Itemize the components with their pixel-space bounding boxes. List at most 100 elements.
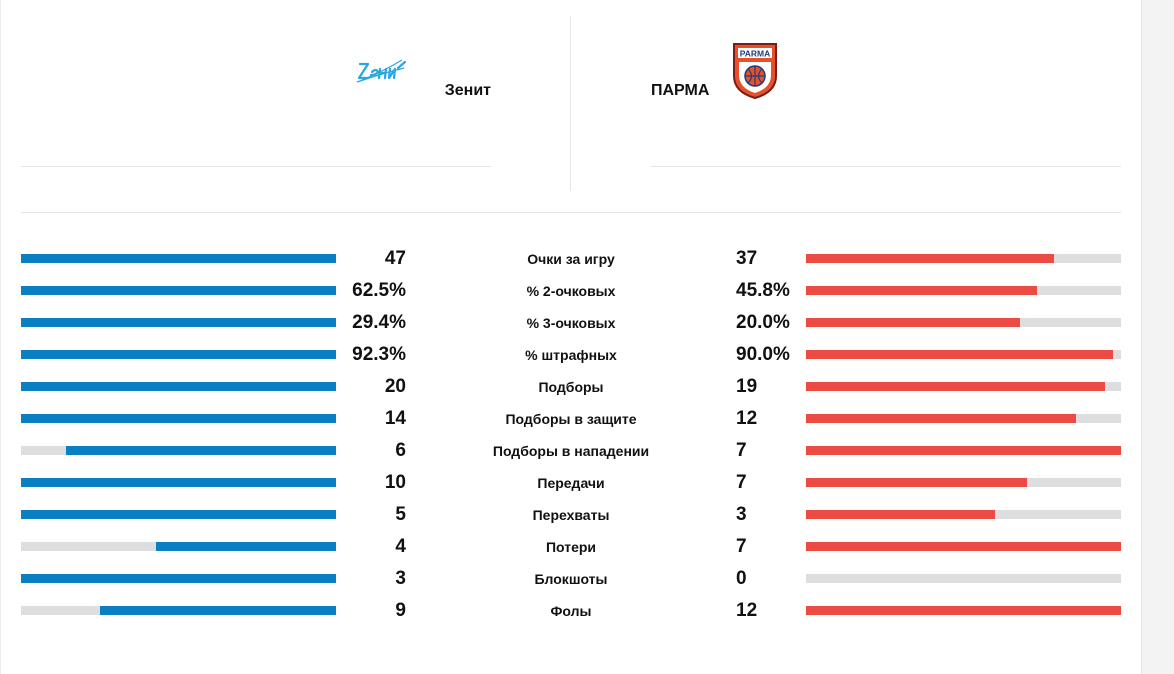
away-header-rule — [651, 166, 1121, 167]
away-stat-bar-fill — [806, 382, 1106, 391]
stat-row: 14 Подборы в защите 12 — [0, 403, 1141, 435]
home-stat-bar — [21, 574, 336, 583]
svg-text:PARMA: PARMA — [740, 49, 771, 59]
stat-label: Подборы в нападении — [492, 443, 650, 459]
home-stat-value: 5 — [395, 504, 406, 525]
stat-label: Подборы — [538, 379, 604, 395]
stat-row: 47 Очки за игру 37 — [0, 243, 1141, 275]
away-stat-value: 45.8% — [736, 280, 790, 301]
stat-row: 10 Передачи 7 — [0, 467, 1141, 499]
away-stat-bar — [806, 606, 1121, 615]
home-stat-bar — [21, 414, 336, 423]
home-stat-bar — [21, 254, 336, 263]
away-stat-bar — [806, 542, 1121, 551]
home-stat-value: 47 — [384, 248, 406, 269]
home-stat-bar-fill — [21, 318, 336, 327]
away-stat-bar-fill — [806, 446, 1121, 455]
stat-label: Фолы — [550, 603, 592, 619]
left-border — [0, 0, 1, 674]
away-stat-bar-fill — [806, 542, 1121, 551]
away-stat-value: 37 — [736, 248, 758, 269]
stat-row: 6 Подборы в нападении 7 — [0, 435, 1141, 467]
away-stat-value: 7 — [736, 472, 747, 493]
away-stat-value: 19 — [736, 376, 758, 397]
stat-label: Потери — [545, 539, 597, 555]
home-stat-value: 6 — [395, 440, 406, 461]
home-team-name: Зенит — [444, 82, 491, 99]
away-stat-value: 90.0% — [736, 344, 790, 365]
stat-row: 9 Фолы 12 — [0, 595, 1141, 627]
home-stat-value: 10 — [384, 472, 406, 493]
stats-list: 47 Очки за игру 37 62.5%% 2-очковых 45.8% 29.… — [0, 243, 1141, 627]
home-stat-bar — [21, 382, 336, 391]
home-stat-bar-fill — [21, 382, 336, 391]
home-stat-value: 4 — [395, 536, 406, 557]
stat-row: 3 Блокшоты 0 — [0, 563, 1141, 595]
parma-logo-icon: PARMA — [732, 42, 778, 100]
home-stat-value: 20 — [384, 376, 406, 397]
home-stat-bar — [21, 606, 336, 615]
home-stat-value: 92.3% — [352, 344, 406, 365]
away-stat-bar-fill — [806, 286, 1037, 295]
home-stat-bar-fill — [21, 574, 336, 583]
away-stat-bar-fill — [806, 350, 1114, 359]
away-stat-bar — [806, 318, 1121, 327]
away-stat-value: 3 — [736, 504, 747, 525]
home-stat-value: 29.4% — [352, 312, 406, 333]
home-stat-bar — [21, 350, 336, 359]
stat-row: 29.4% % 3-очковых 20.0% — [0, 307, 1141, 339]
stat-label: Перехваты — [532, 507, 610, 523]
stat-row: 5 Перехваты 3 — [0, 499, 1141, 531]
home-stat-bar — [21, 542, 336, 551]
stat-label: Очки за игру — [527, 251, 615, 267]
away-stat-bar — [806, 446, 1121, 455]
home-stat-bar-fill — [66, 446, 336, 455]
away-stat-bar-fill — [806, 414, 1076, 423]
stat-row: 20 Подборы 19 — [0, 371, 1141, 403]
home-stat-bar-fill — [21, 414, 336, 423]
home-stat-bar — [21, 510, 336, 519]
home-stat-bar-fill — [99, 606, 336, 615]
home-stat-bar-fill — [21, 350, 336, 359]
away-stat-value: 12 — [736, 408, 758, 429]
stat-label: % 3-очковых — [526, 315, 616, 331]
away-stat-bar — [806, 350, 1121, 359]
away-stat-bar — [806, 478, 1121, 487]
home-stat-value: 9 — [395, 600, 406, 621]
home-stat-bar-fill — [156, 542, 336, 551]
zenit-logo-icon — [354, 56, 407, 86]
away-stat-value: 7 — [736, 440, 747, 461]
stat-label: Подборы в защите — [505, 411, 637, 427]
stat-label: % 2-очковых — [526, 283, 616, 299]
away-stat-bar-fill — [806, 606, 1121, 615]
stat-row: 4 Потери 7 — [0, 531, 1141, 563]
home-stat-bar — [21, 478, 336, 487]
away-stat-value: 20.0% — [736, 312, 790, 333]
home-stat-value: 62.5% — [352, 280, 406, 301]
stat-label: Передачи — [537, 475, 605, 491]
away-stat-bar-fill — [806, 254, 1054, 263]
away-stat-bar-fill — [806, 478, 1027, 487]
home-stat-bar — [21, 318, 336, 327]
away-stat-bar — [806, 510, 1121, 519]
stat-row: 92.3% % штрафных 90.0% — [0, 339, 1141, 371]
home-stat-bar — [21, 286, 336, 295]
home-stat-bar — [21, 446, 336, 455]
stat-row: 62.5% % 2-очковых 45.8% — [0, 275, 1141, 307]
away-stat-bar-fill — [806, 318, 1021, 327]
home-stat-bar-fill — [21, 254, 336, 263]
away-stat-value: 12 — [736, 600, 758, 621]
away-stat-bar-fill — [806, 510, 995, 519]
home-stat-value: 3 — [395, 568, 406, 589]
away-stat-bar — [806, 574, 1121, 583]
home-stat-value: 14 — [384, 408, 406, 429]
home-stat-bar-fill — [21, 478, 336, 487]
away-stat-bar — [806, 286, 1121, 295]
header-divider — [570, 16, 571, 191]
home-stat-bar-fill — [21, 286, 336, 295]
away-stat-bar — [806, 382, 1121, 391]
away-stat-bar — [806, 414, 1121, 423]
away-team-name: ПАРМА — [651, 82, 710, 99]
stat-label: % штрафных — [525, 347, 617, 363]
